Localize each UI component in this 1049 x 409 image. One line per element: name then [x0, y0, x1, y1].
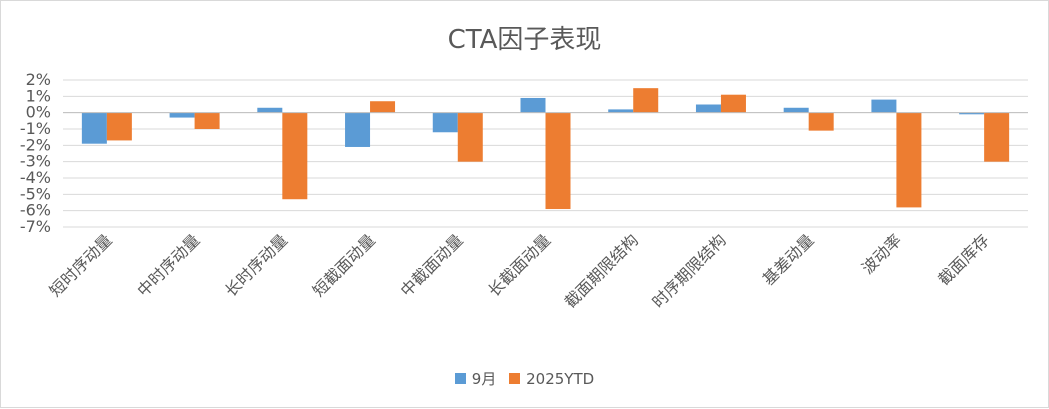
bar-series-2	[457, 112, 483, 162]
legend-label-series-1: 9月	[471, 370, 497, 388]
y-tick-label: 2%	[26, 70, 51, 89]
y-tick-label: -4%	[20, 168, 51, 187]
x-category-label: 短截面动量	[309, 230, 379, 300]
legend-swatch-series-2	[509, 373, 521, 384]
x-category-label: 长截面动量	[484, 230, 554, 300]
bar-series-1	[695, 104, 721, 113]
x-category-label: 截面期限结构	[561, 230, 642, 311]
bar-series-1	[959, 112, 985, 115]
bar-series-1	[871, 99, 897, 113]
x-category-label: 时序期限结构	[648, 230, 729, 311]
y-tick-label: -6%	[20, 201, 51, 220]
bar-series-1	[257, 107, 283, 113]
bar-series-2	[984, 112, 1010, 162]
bar-series-1	[169, 112, 195, 118]
bar-series-2	[106, 112, 132, 141]
legend-label-series-2: 2025YTD	[526, 369, 595, 388]
x-category-label: 长时序动量	[221, 230, 291, 300]
bar-series-2	[633, 88, 659, 113]
bar-series-2	[370, 101, 396, 113]
y-tick-label: 1%	[26, 86, 51, 105]
bar-series-2	[282, 112, 308, 200]
x-category-label: 短时序动量	[46, 230, 116, 300]
y-tick-label: 0%	[26, 103, 51, 122]
bar-series-1	[345, 112, 371, 147]
y-tick-label: -7%	[20, 217, 51, 236]
y-tick-label: -5%	[20, 184, 51, 203]
x-category-label: 基差动量	[759, 230, 818, 289]
bar-series-1	[81, 112, 107, 144]
bar-series-2	[720, 94, 746, 113]
bar-series-2	[194, 112, 220, 129]
legend-item-series-2: 2025YTD	[509, 370, 594, 388]
legend-swatch-series-1	[454, 373, 466, 384]
bar-series-2	[896, 112, 922, 208]
legend: 9月 2025YTD	[1, 368, 1048, 389]
x-category-label: 波动率	[858, 230, 905, 277]
bar-series-1	[783, 107, 809, 113]
bar-series-1	[520, 97, 546, 113]
bar-series-2	[545, 112, 571, 210]
bar-series-2	[808, 112, 834, 131]
y-tick-label: -2%	[20, 135, 51, 154]
chart-title: CTA因子表现	[447, 25, 602, 55]
bar-series-1	[608, 109, 634, 113]
bar-series-1	[432, 112, 458, 133]
x-category-label: 截面库存	[934, 230, 993, 289]
x-category-label: 中时序动量	[133, 230, 203, 300]
legend-item-series-1: 9月	[454, 368, 497, 389]
y-tick-label: -1%	[20, 119, 51, 138]
x-category-label: 中截面动量	[397, 230, 467, 300]
y-tick-label: -3%	[20, 152, 51, 171]
